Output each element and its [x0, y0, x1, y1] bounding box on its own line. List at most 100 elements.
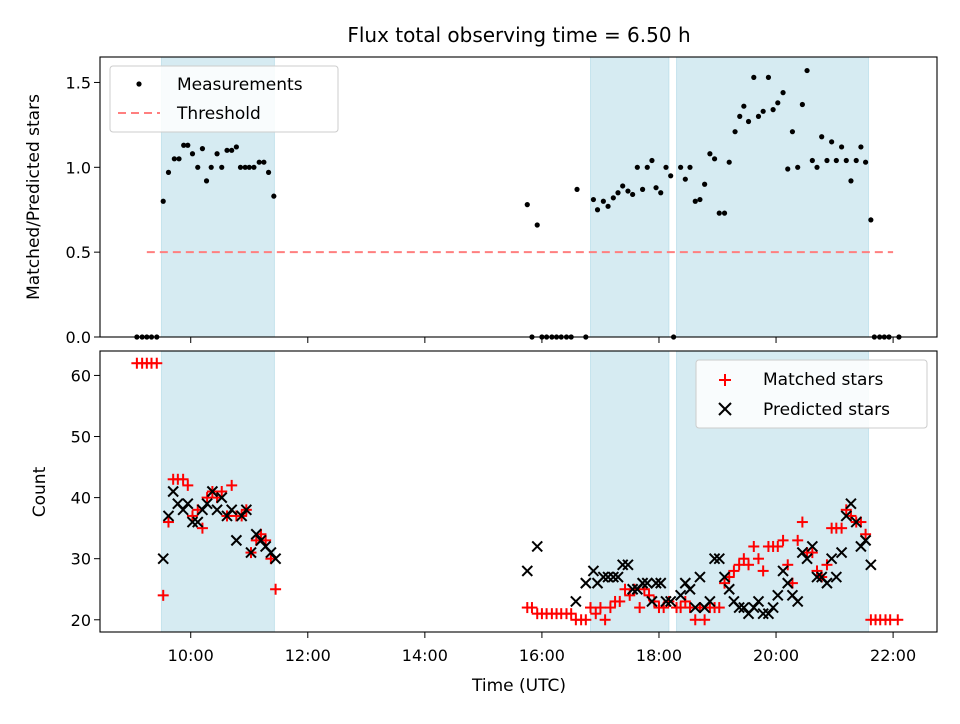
measurement-point	[678, 164, 684, 170]
measurement-point	[721, 210, 728, 216]
matched-stars-point	[599, 614, 611, 626]
bottom-panel: 20 30 40 50 60 10:00 12:00 14:00 16:00 18:00 20:0…	[30, 350, 938, 696]
predicted-stars-point	[801, 552, 813, 565]
legend-predicted-label: Predicted stars	[763, 400, 890, 420]
measurement-point	[707, 151, 713, 157]
legend-threshold-label: Threshold	[176, 104, 261, 124]
matched-stars-point	[604, 602, 616, 614]
measurement-point	[237, 164, 244, 170]
matched-stars-point	[806, 547, 818, 559]
measurement-point	[770, 107, 776, 113]
matched-stars-point	[684, 602, 696, 614]
top-legend: Measurements Threshold	[109, 65, 339, 133]
matched-stars-point	[699, 614, 711, 626]
matched-stars-point	[713, 602, 725, 614]
matched-stars-point	[792, 534, 804, 546]
y-tick-label: 20	[71, 611, 91, 630]
y-tick-label: 0.0	[66, 328, 91, 347]
legend-predicted-marker	[718, 402, 732, 416]
y-tick-label: 50	[71, 428, 91, 447]
predicted-stars-point	[713, 552, 725, 565]
predicted-stars-point	[664, 595, 677, 608]
measurement-point	[265, 169, 272, 175]
measurement-point	[663, 164, 669, 170]
matched-stars-point	[201, 492, 213, 504]
predicted-stars-point	[235, 510, 248, 522]
measurements-points	[134, 67, 902, 340]
measurement-point	[824, 157, 830, 164]
matched-stars-point	[892, 614, 904, 626]
predicted-stars-point	[762, 607, 775, 620]
bottom-legend-box	[695, 359, 928, 429]
predicted-stars-point	[240, 504, 253, 516]
measurement-point	[868, 217, 874, 223]
predicted-stars-point	[167, 485, 179, 498]
count-points	[131, 357, 904, 626]
matched-stars-point	[840, 504, 852, 516]
predicted-stars-point	[265, 546, 277, 559]
predicted-stars-point	[704, 595, 716, 608]
measurement-point	[726, 159, 732, 165]
predicted-stars-point	[196, 504, 209, 516]
predicted-stars-point	[718, 571, 731, 583]
measurement-point	[160, 198, 166, 204]
top-legend-box	[109, 65, 339, 133]
predicted-stars-point	[830, 571, 843, 583]
measurement-point	[181, 142, 187, 148]
matched-stars-point	[733, 559, 745, 571]
measurement-point	[795, 164, 801, 170]
predicted-stars-point	[782, 577, 794, 589]
observing-interval	[589, 56, 670, 338]
predicted-stars-point	[580, 577, 592, 589]
matched-stars-point	[226, 479, 238, 491]
measurement-point	[610, 195, 616, 201]
predicted-stars-point	[597, 571, 610, 583]
bottom-legend: Matched stars Predicted stars	[695, 359, 928, 429]
matched-stars-point	[860, 528, 872, 540]
measurement-point	[653, 185, 659, 191]
measurement-point	[224, 147, 230, 153]
measurement-point	[649, 157, 655, 164]
measurement-point	[261, 159, 267, 165]
predicted-stars-point	[641, 577, 653, 589]
predicted-stars-point	[679, 577, 692, 589]
predicted-stars-point	[835, 546, 848, 559]
y-tick-label: 0.5	[66, 243, 91, 262]
predicted-stars-point	[587, 565, 600, 577]
predicted-stars-point	[177, 504, 189, 516]
measurement-point	[702, 181, 708, 187]
chart-title: Flux total observing time = 6.50 h	[347, 23, 690, 47]
predicted-stars-point	[211, 504, 223, 516]
predicted-stars-point	[570, 595, 582, 608]
predicted-stars-point	[777, 565, 789, 577]
measurement-point	[760, 108, 766, 114]
predicted-stars-point	[850, 516, 862, 528]
predicted-stars-point	[622, 559, 634, 571]
measurement-point	[741, 103, 747, 109]
measurement-point	[692, 198, 698, 204]
top-panel: 0.0 0.5 1.0 1.5 Matched/Predicted stars Mea…	[24, 56, 938, 347]
predicted-stars-point	[674, 589, 687, 602]
predicted-stars-point	[646, 595, 658, 608]
predicted-stars-point	[216, 491, 228, 504]
matched-stars-point	[216, 486, 228, 497]
predicted-stars-point	[650, 577, 662, 589]
measurement-point	[737, 113, 743, 119]
predicted-stars-point	[182, 498, 194, 510]
matched-stars-point	[748, 540, 760, 552]
predicted-stars-point	[607, 571, 620, 583]
measurement-point	[644, 164, 650, 170]
matched-stars-point	[162, 516, 174, 528]
matched-stars-point	[811, 565, 823, 577]
predicted-stars-point	[230, 534, 243, 547]
legend-measurements-label: Measurements	[177, 75, 303, 95]
matched-stars-point	[821, 559, 833, 571]
measurement-point	[732, 129, 738, 135]
predicted-stars-point	[845, 498, 857, 510]
predicted-stars-point	[684, 583, 696, 595]
measurement-point	[625, 188, 631, 194]
predicted-stars-point	[655, 577, 667, 589]
predicted-stars-point	[531, 540, 543, 553]
bottom-y-axis-label: Count	[30, 466, 50, 517]
predicted-stars-point	[738, 601, 750, 614]
